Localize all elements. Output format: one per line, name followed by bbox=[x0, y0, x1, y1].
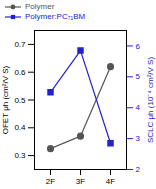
svg-text:3: 3 bbox=[136, 134, 141, 143]
svg-text:0.7: 0.7 bbox=[14, 40, 26, 49]
svg-text:3F: 3F bbox=[76, 177, 85, 186]
svg-text:0.5: 0.5 bbox=[14, 96, 26, 105]
svg-text:2: 2 bbox=[136, 165, 141, 174]
svg-text:OFET μh (cm²/V S): OFET μh (cm²/V S) bbox=[1, 65, 10, 134]
svg-text:4F: 4F bbox=[106, 177, 115, 186]
svg-text:5: 5 bbox=[136, 72, 141, 81]
html-text:Polymer:PC₇₁BM: Polymer:PC₇₁BM bbox=[25, 12, 86, 21]
svg-text:2F: 2F bbox=[46, 177, 55, 186]
svg-text:0.6: 0.6 bbox=[14, 68, 26, 77]
svg-text:4: 4 bbox=[136, 103, 141, 112]
svg-text:0.4: 0.4 bbox=[14, 123, 26, 132]
html-text:Polymer: Polymer bbox=[25, 2, 55, 11]
svg-text:0.3: 0.3 bbox=[14, 151, 26, 160]
svg-text:6: 6 bbox=[136, 42, 141, 51]
svg-text:SCLC μh (10⁻⁴ cm²/V S): SCLC μh (10⁻⁴ cm²/V S) bbox=[146, 57, 155, 144]
